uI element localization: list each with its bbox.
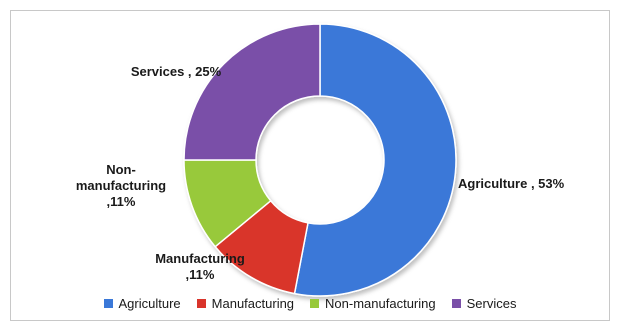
legend-label-manufacturing: Manufacturing bbox=[211, 296, 295, 311]
data-label-non-manufacturing: Non-manufacturing ,11% bbox=[76, 162, 166, 209]
data-label-agriculture: Agriculture , 53% bbox=[458, 176, 565, 191]
legend-label-services: Services bbox=[466, 296, 517, 311]
donut-slices bbox=[183, 23, 457, 297]
slice-agriculture bbox=[293, 23, 457, 297]
chart-frame bbox=[10, 10, 610, 321]
legend-item-services: Services bbox=[451, 296, 517, 311]
legend-label-agriculture: Agriculture bbox=[118, 296, 181, 311]
legend-item-manufacturing: Manufacturing bbox=[196, 296, 295, 311]
data-label-manufacturing: Manufacturing ,11% bbox=[155, 251, 245, 282]
data-label-services: Services , 25% bbox=[131, 64, 222, 79]
legend-swatch-non-manufacturing bbox=[310, 299, 320, 308]
legend-swatch-agriculture bbox=[103, 299, 113, 308]
legend: Agriculture Manufacturing Non-manufacturin… bbox=[0, 296, 620, 311]
legend-item-agriculture: Agriculture bbox=[103, 296, 181, 311]
legend-label-non-manufacturing: Non-manufacturing bbox=[325, 296, 436, 311]
legend-swatch-manufacturing bbox=[196, 299, 206, 308]
legend-item-non-manufacturing: Non-manufacturing bbox=[310, 296, 436, 311]
legend-swatch-services bbox=[451, 299, 461, 308]
slice-services bbox=[183, 23, 321, 161]
data-labels: Agriculture , 53% Manufacturing ,11% Non-ma… bbox=[76, 64, 565, 282]
